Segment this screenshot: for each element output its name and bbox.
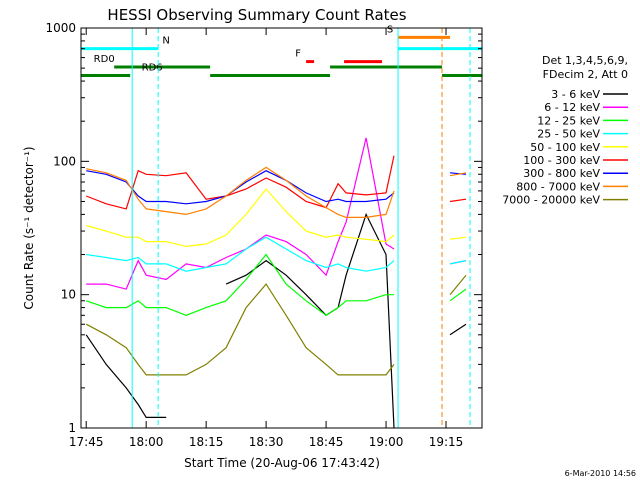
event-lines-layer — [131, 28, 471, 428]
legend-header-line-2: FDecim 2, Att 0 — [543, 68, 628, 81]
series-line-3 — [86, 236, 467, 272]
series-line-4 — [86, 188, 467, 248]
flag-label-4: RD6 — [142, 63, 163, 74]
y-axis-label: Count Rate (s⁻¹ detector⁻¹) — [22, 146, 36, 309]
x-axis-label: Start Time (20-Aug-06 17:43:42) — [184, 456, 380, 470]
legend-label-0: 3 - 6 keV — [551, 88, 600, 101]
series-line-5 — [85, 155, 467, 210]
flags-layer: N S F RD0 RD6 — [81, 24, 482, 78]
flag-label-3: RD0 — [94, 54, 115, 65]
series-line-7 — [86, 166, 467, 218]
x-axis: 17:45 18:00 18:15 18:30 18:45 19:00 19:15 — [69, 28, 463, 449]
legend-label-1: 6 - 12 keV — [544, 101, 600, 114]
x-tick-label-3: 18:30 — [249, 435, 284, 449]
flag-label-1: S — [387, 24, 393, 35]
y-tick-label-2: 100 — [53, 154, 76, 168]
legend-label-8: 7000 - 20000 keV — [502, 194, 600, 207]
series-line-6 — [86, 170, 467, 205]
y-tick-label-1: 10 — [61, 288, 76, 302]
legend-label-6: 300 - 800 keV — [523, 167, 600, 180]
series-line-2 — [86, 253, 467, 317]
x-tick-label-1: 18:00 — [129, 435, 164, 449]
series-layer — [85, 137, 467, 429]
legend-label-5: 100 - 300 keV — [523, 154, 600, 167]
y-axis: 1 10 100 1000 — [45, 21, 482, 435]
series-line-8 — [85, 274, 467, 376]
y-tick-label-0: 1 — [68, 421, 76, 435]
y-tick-label-3: 1000 — [45, 21, 76, 35]
flag-label-0: N — [162, 36, 169, 47]
x-tick-label-4: 18:45 — [309, 435, 344, 449]
legend-label-2: 12 - 25 keV — [537, 114, 600, 127]
legend: Det 1,3,4,5,6,9, FDecim 2, Att 0 3 - 6 k… — [502, 54, 628, 207]
legend-label-4: 50 - 100 keV — [530, 141, 600, 154]
legend-label-7: 800 - 7000 keV — [516, 180, 600, 193]
flag-label-2: F — [295, 49, 301, 60]
legend-label-3: 25 - 50 keV — [537, 128, 600, 141]
x-tick-label-5: 19:00 — [369, 435, 404, 449]
timestamp: 6-Mar-2010 14:56 — [565, 469, 636, 478]
x-tick-label-6: 19:15 — [429, 435, 464, 449]
plot-frame — [80, 27, 483, 429]
plot-area: N S F RD0 RD6 — [81, 24, 482, 429]
chart-title: HESSI Observing Summary Count Rates — [107, 6, 406, 24]
x-tick-label-0: 17:45 — [69, 435, 104, 449]
x-tick-label-2: 18:15 — [189, 435, 224, 449]
legend-header-line-1: Det 1,3,4,5,6,9, — [542, 54, 628, 67]
